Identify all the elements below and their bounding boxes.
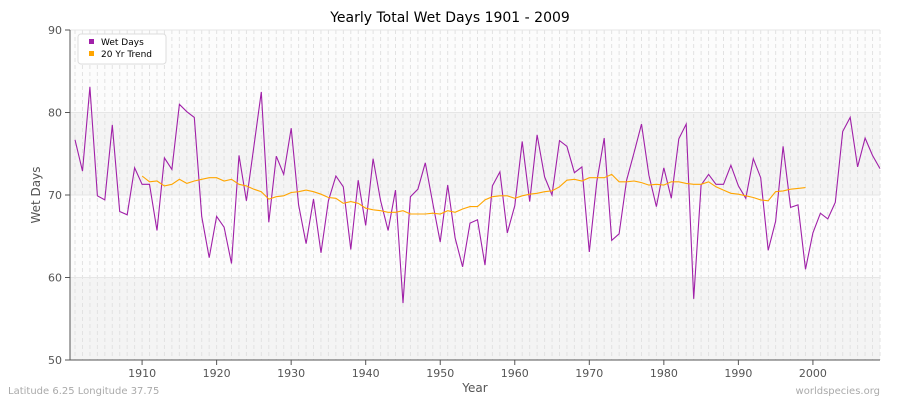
grid-band — [70, 30, 880, 113]
x-tick-label: 1990 — [724, 367, 752, 380]
x-tick-label: 1950 — [426, 367, 454, 380]
legend: Wet Days 20 Yr Trend — [77, 33, 167, 65]
x-tick-label: 1940 — [352, 367, 380, 380]
x-tick-label: 1970 — [575, 367, 603, 380]
footer-source: worldspecies.org — [796, 386, 880, 397]
footer-location: Latitude 6.25 Longitude 37.75 — [8, 386, 159, 397]
x-tick-label: 1920 — [203, 367, 231, 380]
legend-swatch-wet-days — [89, 39, 94, 44]
grid-band — [70, 112, 880, 195]
x-tick-label: 1960 — [501, 367, 529, 380]
y-tick-label: 70 — [48, 189, 62, 202]
y-axis-label: Wet Days — [29, 166, 43, 223]
series-line-20yr-trend — [141, 173, 806, 215]
x-tick-label: 1980 — [650, 367, 678, 380]
x-tick-label: 1910 — [128, 367, 156, 380]
y-tick-label: 90 — [48, 24, 62, 37]
legend-label-wet-days: Wet Days — [101, 38, 144, 48]
legend-swatch-trend — [89, 51, 94, 56]
grid-band — [70, 277, 880, 360]
grid-band — [70, 195, 880, 278]
x-axis-label: Year — [461, 381, 487, 395]
y-tick-label: 80 — [48, 107, 62, 120]
x-tick-label: 2000 — [799, 367, 827, 380]
y-tick-label: 60 — [48, 272, 62, 285]
y-tick-label: 50 — [48, 354, 62, 367]
x-tick-label: 1930 — [277, 367, 305, 380]
chart-title: Yearly Total Wet Days 1901 - 2009 — [329, 10, 570, 26]
legend-label-trend: 20 Yr Trend — [101, 50, 152, 60]
series-line-wet-days — [74, 86, 881, 304]
